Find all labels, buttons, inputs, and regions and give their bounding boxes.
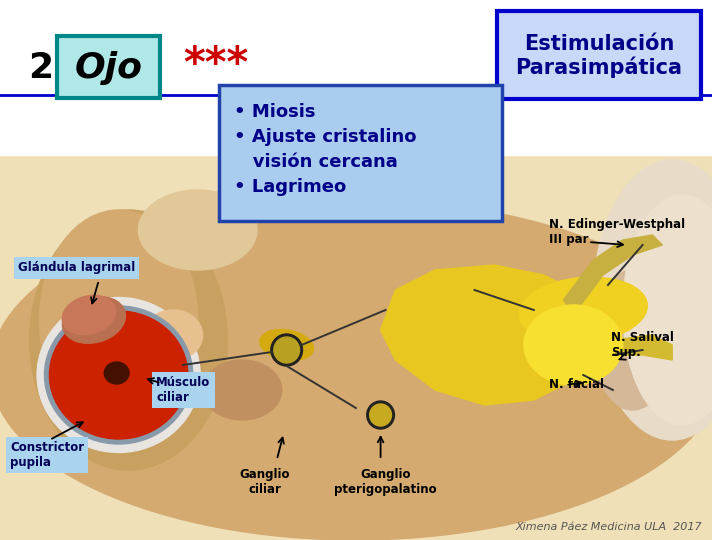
Bar: [0, 155, 712, 540]
Circle shape: [366, 401, 395, 429]
Text: N. Salival
Sup.: N. Salival Sup.: [611, 331, 674, 359]
Bar: [0, 0, 712, 200]
Text: 2.: 2.: [27, 51, 66, 85]
Ellipse shape: [40, 210, 198, 430]
Ellipse shape: [0, 200, 720, 540]
Polygon shape: [568, 335, 672, 360]
Ellipse shape: [104, 362, 129, 384]
Text: Ganglio
ciliar: Ganglio ciliar: [240, 468, 290, 496]
Ellipse shape: [202, 360, 282, 420]
Text: Estimulación
Parasimpática: Estimulación Parasimpática: [516, 33, 683, 78]
Ellipse shape: [593, 160, 720, 440]
Ellipse shape: [524, 305, 623, 385]
Text: Ximena Páez Medicina ULA  2017: Ximena Páez Medicina ULA 2017: [516, 522, 702, 532]
Text: • Miosis
• Ajuste cristalino
   visión cercana
• Lagrimeo: • Miosis • Ajuste cristalino visión cerc…: [234, 103, 417, 196]
Ellipse shape: [50, 311, 188, 439]
Ellipse shape: [260, 329, 314, 361]
Text: ***: ***: [183, 44, 248, 86]
Ellipse shape: [138, 190, 257, 270]
Text: Glándula lagrimal: Glándula lagrimal: [18, 261, 135, 274]
Ellipse shape: [30, 210, 228, 470]
FancyBboxPatch shape: [220, 85, 502, 221]
Polygon shape: [381, 265, 603, 405]
Ellipse shape: [623, 195, 720, 425]
Text: Ganglio
pterigopalatino: Ganglio pterigopalatino: [334, 468, 437, 496]
Circle shape: [369, 404, 392, 426]
Ellipse shape: [37, 298, 200, 453]
Polygon shape: [564, 235, 662, 315]
FancyBboxPatch shape: [498, 11, 701, 99]
Circle shape: [271, 334, 302, 366]
Circle shape: [274, 337, 300, 363]
Ellipse shape: [143, 310, 202, 360]
Text: Músculo
ciliar: Músculo ciliar: [156, 376, 210, 404]
Ellipse shape: [63, 296, 125, 343]
Ellipse shape: [519, 277, 647, 343]
Ellipse shape: [62, 295, 116, 335]
Text: N. Edinger-Westphal
III par: N. Edinger-Westphal III par: [549, 218, 685, 246]
Text: Ojo: Ojo: [75, 51, 143, 85]
Text: N. facial: N. facial: [549, 379, 603, 392]
Ellipse shape: [593, 270, 672, 410]
Bar: [0, 0, 712, 155]
Text: Constrictor
pupila: Constrictor pupila: [10, 441, 84, 469]
Ellipse shape: [45, 306, 193, 444]
FancyBboxPatch shape: [58, 36, 160, 98]
